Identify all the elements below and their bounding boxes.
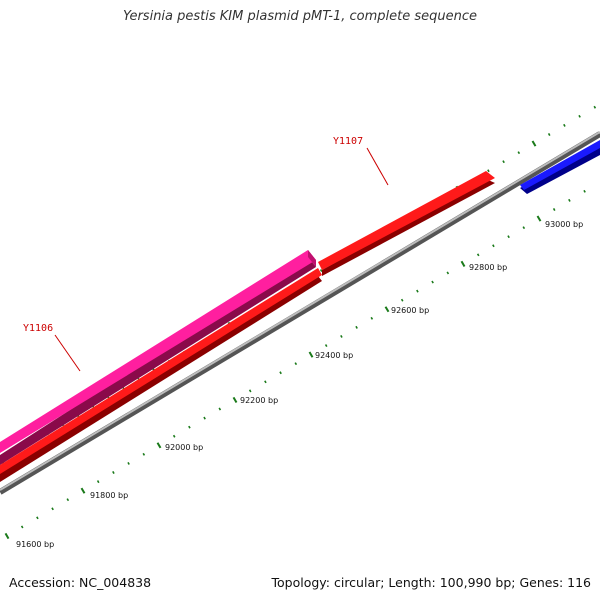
ruler-minor-tick xyxy=(127,462,130,465)
ruler-minor-tick xyxy=(593,105,597,109)
ruler-minor-tick xyxy=(188,425,191,429)
inner-ruler xyxy=(4,189,586,540)
ruler-minor-tick xyxy=(294,362,298,366)
bp-label-92800: 92800 bp xyxy=(469,263,507,272)
ruler-minor-tick xyxy=(492,244,495,248)
ruler-minor-tick xyxy=(319,269,323,272)
ruler-major-tick xyxy=(308,351,314,358)
ruler-minor-tick xyxy=(517,151,521,155)
ruler-minor-tick xyxy=(142,452,146,456)
ruler-major-tick xyxy=(460,260,466,267)
gene-red-lower-arrow[interactable] xyxy=(0,268,322,482)
gene-y1107-arrow[interactable] xyxy=(318,171,495,276)
ruler-minor-tick xyxy=(36,516,39,520)
bp-label-92000: 92000 bp xyxy=(165,443,203,452)
ruler-minor-tick xyxy=(370,316,374,320)
ruler-minor-tick xyxy=(563,123,566,127)
ruler-minor-tick xyxy=(340,335,343,338)
ruler-minor-tick xyxy=(264,380,267,384)
ruler-minor-tick xyxy=(51,507,54,511)
ruler-major-tick xyxy=(80,487,86,494)
ruler-major-tick xyxy=(531,140,537,147)
ruler-major-tick xyxy=(232,396,238,404)
bp-label-92600: 92600 bp xyxy=(391,306,429,315)
bp-label-93000: 93000 bp xyxy=(545,220,583,229)
map-title: Yersinia pestis KIM plasmid pMT-1, compl… xyxy=(122,9,478,24)
gene-blue-reverse-arrow[interactable] xyxy=(520,140,600,194)
ruler-minor-tick xyxy=(20,525,24,529)
ruler-major-tick xyxy=(536,215,542,222)
ruler-major-tick xyxy=(4,532,10,540)
ruler-minor-tick xyxy=(502,160,505,164)
sequence-backbone xyxy=(0,131,600,495)
ruler-minor-tick xyxy=(66,498,70,502)
ruler-minor-tick xyxy=(248,389,252,393)
ruler-minor-tick xyxy=(279,371,282,375)
accession-text: Accession: NC_004838 xyxy=(9,575,152,590)
ruler-minor-tick xyxy=(416,289,419,293)
ruler-minor-tick xyxy=(400,298,404,302)
ruler-minor-tick xyxy=(218,407,222,411)
gene-label-y1106[interactable]: Y1106 xyxy=(23,323,53,334)
ruler-minor-tick xyxy=(568,198,571,202)
ruler-minor-tick xyxy=(522,226,526,230)
gene-label-pointers xyxy=(54,147,389,372)
sequence-summary-text: Topology: circular; Length: 100,990 bp; … xyxy=(271,575,592,590)
gene-features xyxy=(0,140,600,482)
ruler-minor-tick xyxy=(203,416,206,420)
ruler-major-tick xyxy=(156,442,162,449)
bp-label-91600: 91600 bp xyxy=(16,540,54,549)
bp-label-92400: 92400 bp xyxy=(315,351,353,360)
ruler-minor-tick xyxy=(547,133,551,136)
gene-label-y1107[interactable]: Y1107 xyxy=(333,136,363,147)
bp-label-92200: 92200 bp xyxy=(240,396,278,405)
bp-scale-labels: 91600 bp 91800 bp 92000 bp 92200 bp 9240… xyxy=(16,220,583,549)
gene-y1106-arrow[interactable] xyxy=(0,250,316,465)
ruler-minor-tick xyxy=(578,114,581,118)
ruler-minor-tick xyxy=(112,471,115,474)
ruler-minor-tick xyxy=(431,280,434,284)
ruler-minor-tick xyxy=(552,208,556,211)
ruler-minor-tick xyxy=(583,189,586,193)
ruler-minor-tick xyxy=(324,344,328,347)
ruler-minor-tick xyxy=(96,480,100,484)
ruler-major-tick xyxy=(384,306,390,313)
ruler-minor-tick xyxy=(172,434,176,438)
bp-label-91800: 91800 bp xyxy=(90,491,128,500)
ruler-minor-tick xyxy=(446,271,450,275)
ruler-minor-tick xyxy=(355,325,358,329)
ruler-minor-tick xyxy=(476,253,480,257)
ruler-minor-tick xyxy=(487,169,490,173)
ruler-minor-tick xyxy=(507,235,510,239)
